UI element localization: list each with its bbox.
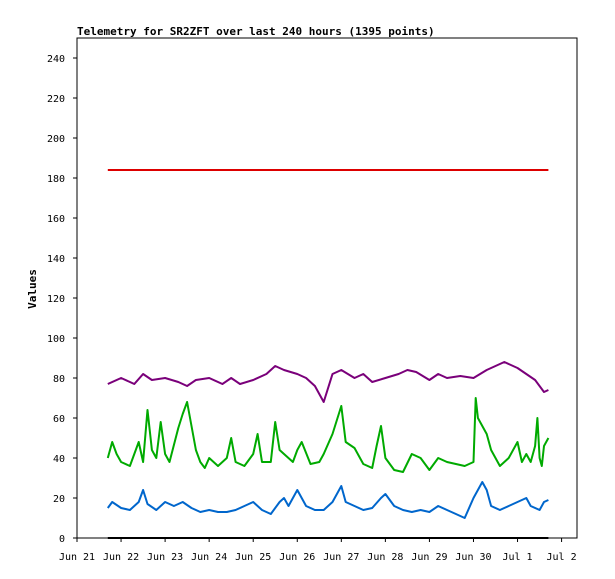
x-tick-label: Jun 30 <box>455 552 491 563</box>
series-line-3 <box>106 481 549 519</box>
x-tick-label: Jun 26 <box>279 552 315 563</box>
chart-title: Telemetry for SR2ZFT over last 240 hours… <box>77 25 435 38</box>
y-tick-label: 140 <box>47 254 65 265</box>
y-tick-label: 180 <box>47 174 65 185</box>
series-group <box>106 169 550 539</box>
series-line-2 <box>106 397 550 473</box>
y-tick-label: 240 <box>47 54 65 65</box>
y-tick-label: 20 <box>53 494 65 505</box>
y-tick-label: 40 <box>53 454 65 465</box>
x-tick-label: Jun 28 <box>367 552 403 563</box>
x-tick-label: Jun 22 <box>103 552 139 563</box>
x-tick-label: Jun 23 <box>147 552 183 563</box>
x-tick-label: Jul 1 <box>502 552 532 563</box>
y-tick-label: 220 <box>47 94 65 105</box>
x-tick-label: Jun 27 <box>323 552 359 563</box>
y-tick-label: 200 <box>47 134 65 145</box>
x-tick-label: Jun 29 <box>411 552 447 563</box>
x-tick-label: Jul 2 <box>547 552 577 563</box>
x-tick-label: Jun 21 <box>59 552 95 563</box>
y-tick-label: 0 <box>59 534 65 545</box>
y-tick-label: 160 <box>47 214 65 225</box>
y-axis: 0 20 40 60 80 100 120 140 160 180 200 220 240 <box>47 54 77 545</box>
y-axis-label: Values <box>26 269 39 309</box>
y-tick-label: 80 <box>53 374 65 385</box>
series-line-1 <box>107 361 549 403</box>
y-tick-label: 100 <box>47 334 65 345</box>
y-tick-label: 120 <box>47 294 65 305</box>
y-tick-label: 60 <box>53 414 65 425</box>
x-tick-label: Jun 25 <box>235 552 271 563</box>
x-tick-label: Jun 24 <box>191 552 227 563</box>
